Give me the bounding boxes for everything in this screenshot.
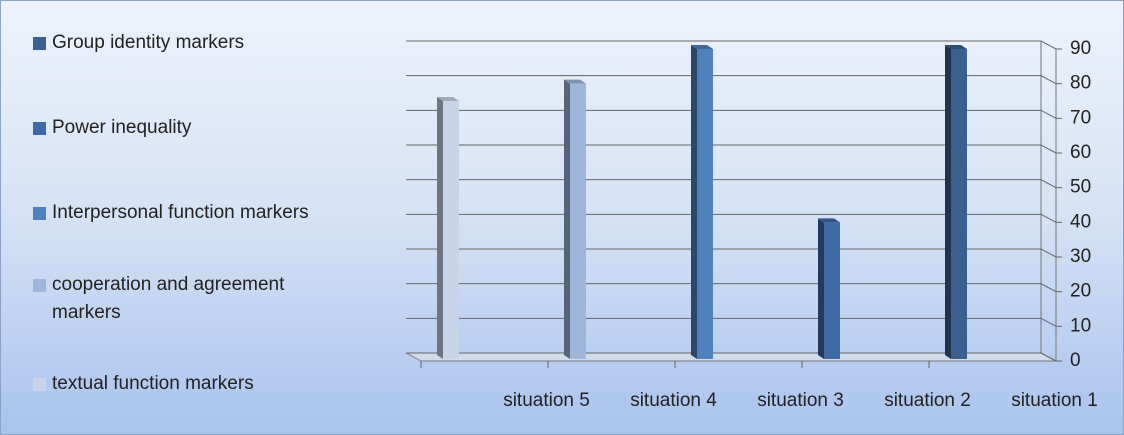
y-tick-label: 20 bbox=[1070, 281, 1091, 302]
bar-top bbox=[564, 79, 586, 84]
bar bbox=[824, 222, 840, 359]
y-tick-label: 70 bbox=[1070, 107, 1091, 128]
y-tick-label: 50 bbox=[1070, 177, 1091, 198]
y-tick-label: 0 bbox=[1070, 350, 1081, 371]
legend-label: Power inequality bbox=[52, 117, 192, 138]
grid-line bbox=[406, 248, 1057, 258]
bar-top bbox=[437, 97, 459, 101]
y-tick-label: 40 bbox=[1070, 211, 1091, 232]
grid-line bbox=[406, 179, 1057, 189]
x-tick-label: situation 2 bbox=[884, 390, 971, 411]
x-tick-label: situation 1 bbox=[1011, 390, 1098, 411]
bar-side bbox=[564, 79, 570, 360]
grid-line bbox=[406, 75, 1057, 85]
legend-swatch bbox=[33, 37, 46, 50]
y-tick-label: 60 bbox=[1070, 142, 1091, 163]
bar-side bbox=[945, 45, 951, 359]
grid-line bbox=[406, 109, 1057, 119]
legend-item: cooperation and agreement markers bbox=[33, 271, 373, 327]
grid-line bbox=[406, 144, 1057, 154]
x-tick-label: situation 4 bbox=[630, 390, 717, 411]
legend-item: Power inequality bbox=[33, 114, 373, 142]
bar-side bbox=[691, 45, 697, 359]
x-tick-label: situation 3 bbox=[757, 390, 844, 411]
bar bbox=[951, 49, 967, 359]
legend-label: cooperation and agreement markers bbox=[52, 274, 285, 323]
legend-label: Group identity markers bbox=[52, 32, 245, 53]
grid-line bbox=[406, 40, 1057, 50]
bar-top bbox=[945, 45, 967, 49]
legend-swatch bbox=[33, 378, 46, 391]
bar-top bbox=[818, 218, 840, 223]
legend-item: Interpersonal function markers bbox=[33, 199, 373, 227]
bar bbox=[697, 49, 713, 359]
y-tick-label: 80 bbox=[1070, 73, 1091, 94]
legend-item: Group identity markers bbox=[33, 29, 373, 57]
y-tick-label: 10 bbox=[1070, 315, 1091, 336]
grid-line bbox=[406, 283, 1057, 293]
bar bbox=[570, 83, 586, 360]
legend-label: textual function markers bbox=[52, 373, 254, 394]
y-tick-label: 30 bbox=[1070, 246, 1091, 267]
legend-swatch bbox=[33, 207, 46, 220]
bar-side bbox=[818, 218, 824, 359]
bar-top bbox=[691, 45, 713, 49]
y-tick-label: 90 bbox=[1070, 38, 1091, 59]
legend-swatch bbox=[33, 122, 46, 135]
legend-label: Interpersonal function markers bbox=[52, 202, 309, 223]
x-tick-label: situation 5 bbox=[503, 390, 590, 411]
legend-item: textual function markers bbox=[33, 370, 373, 398]
grid-line bbox=[406, 352, 1057, 362]
bar-side bbox=[437, 97, 443, 359]
legend-swatch bbox=[33, 279, 46, 292]
grid-line bbox=[406, 213, 1057, 223]
bar bbox=[443, 101, 459, 359]
grid-line bbox=[406, 317, 1057, 327]
